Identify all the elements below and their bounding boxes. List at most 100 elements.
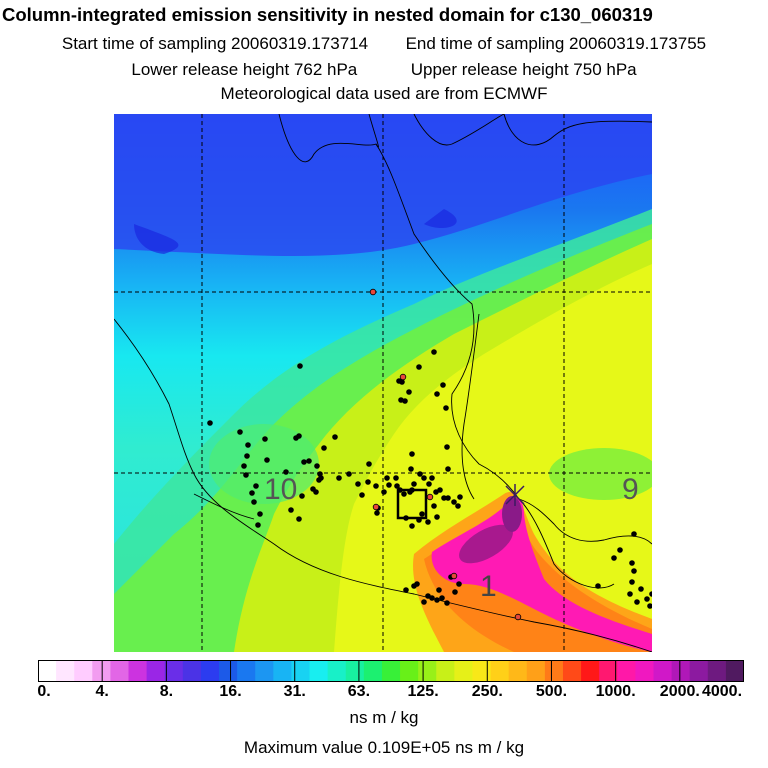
colorbar-cell bbox=[110, 660, 130, 682]
trajectory-point bbox=[409, 523, 415, 529]
trajectory-point bbox=[299, 493, 305, 499]
highlighted-point bbox=[426, 493, 434, 501]
colorbar-tick-label: 125. bbox=[407, 683, 439, 700]
colorbar-cell bbox=[182, 660, 202, 682]
colorbar-cell bbox=[164, 660, 184, 682]
trajectory-point bbox=[244, 453, 250, 459]
field-green-patch-east bbox=[549, 448, 652, 500]
trajectory-point bbox=[243, 472, 249, 478]
trajectory-point bbox=[421, 599, 427, 605]
maximum-value: Maximum value 0.109E+05 ns m / kg bbox=[243, 738, 525, 757]
colorbar-cell bbox=[526, 660, 546, 682]
trajectory-point bbox=[237, 429, 243, 435]
trajectory-point bbox=[355, 481, 361, 487]
met-data-source: Meteorological data used are from ECMWF bbox=[220, 84, 548, 103]
highlighted-point bbox=[399, 373, 407, 381]
trajectory-point bbox=[444, 600, 450, 606]
trajectory-point bbox=[409, 451, 415, 457]
colorbar-cell bbox=[436, 660, 455, 682]
trajectory-point bbox=[336, 475, 342, 481]
trajectory-point bbox=[627, 591, 633, 597]
colorbar-cell bbox=[56, 660, 75, 682]
trajectory-point bbox=[441, 495, 447, 501]
trajectory-point bbox=[457, 494, 463, 500]
trajectory-point bbox=[253, 483, 259, 489]
trajectory-point bbox=[431, 349, 437, 355]
colorbar-cell bbox=[237, 660, 256, 682]
trajectory-point bbox=[426, 481, 432, 487]
trajectory-point bbox=[445, 495, 451, 501]
colorbar-tick-label: 63. bbox=[347, 683, 371, 700]
trajectory-point bbox=[313, 489, 319, 495]
trajectory-point bbox=[408, 466, 414, 472]
trajectory-point bbox=[647, 603, 652, 609]
colorbar-cell bbox=[617, 660, 636, 682]
sampling-times: Start time of sampling 20060319.173714 E… bbox=[0, 34, 768, 54]
colorbar-tick-label: 4. bbox=[95, 683, 109, 700]
colorbar bbox=[38, 660, 744, 682]
colorbar-cell bbox=[472, 660, 492, 682]
trajectory-point bbox=[241, 463, 247, 469]
trajectory-point bbox=[249, 490, 255, 496]
cluster-label-10: 10 bbox=[264, 473, 297, 506]
trajectory-point bbox=[332, 434, 338, 440]
trajectory-point bbox=[634, 599, 640, 605]
trajectory-points bbox=[207, 288, 652, 621]
cluster-label-9: 9 bbox=[622, 473, 639, 506]
field-deep-blue-patches bbox=[134, 209, 457, 254]
trajectory-point bbox=[403, 587, 409, 593]
colorbar-tick-label: 1000. bbox=[595, 683, 636, 700]
colorbar-tick-label: 31. bbox=[283, 683, 306, 700]
trajectory-point bbox=[301, 459, 307, 465]
trajectory-point bbox=[439, 595, 445, 601]
trajectory-point bbox=[644, 596, 650, 602]
trajectory-point bbox=[394, 483, 400, 489]
trajectory-point bbox=[346, 471, 352, 477]
colorbar-cell bbox=[490, 660, 510, 682]
coastlines bbox=[114, 114, 652, 652]
trajectory-point bbox=[417, 471, 423, 477]
trajectory-point bbox=[296, 516, 302, 522]
colorbar-cell bbox=[653, 660, 673, 682]
station-star-marker bbox=[505, 484, 525, 506]
colorbar-cell bbox=[309, 660, 329, 682]
trajectory-point bbox=[443, 405, 449, 411]
colorbar-tick-label: 250. bbox=[471, 683, 503, 700]
colorbar-cell bbox=[128, 660, 148, 682]
trajectory-point bbox=[374, 510, 380, 516]
trajectory-point bbox=[411, 481, 417, 487]
colorbar-cell bbox=[400, 660, 419, 682]
lower-release-height: Lower release height 762 hPa bbox=[131, 60, 358, 79]
colorbar-cell bbox=[562, 660, 582, 682]
trajectory-point bbox=[451, 499, 457, 505]
colorbar-tick-label: 8. bbox=[159, 683, 174, 700]
colorbar-cell bbox=[92, 660, 111, 682]
colorbar-cell bbox=[689, 660, 709, 682]
trajectory-point bbox=[431, 503, 437, 509]
trajectory-point bbox=[419, 511, 425, 517]
trajectory-point bbox=[629, 579, 635, 585]
highlighted-point bbox=[372, 503, 380, 511]
trajectory-point bbox=[434, 514, 440, 520]
colorbar-cell bbox=[363, 660, 383, 682]
trajectory-point bbox=[649, 591, 652, 597]
colorbar-cell bbox=[219, 660, 238, 682]
colorbar-cell bbox=[599, 660, 618, 682]
trajectory-point bbox=[452, 589, 458, 595]
colorbar-tick-label: 0. bbox=[37, 683, 51, 700]
trajectory-point bbox=[401, 491, 407, 497]
trajectory-point bbox=[631, 568, 637, 574]
trajectory-point bbox=[403, 515, 409, 521]
trajectory-point bbox=[402, 398, 408, 404]
highlighted-point bbox=[514, 613, 522, 621]
trajectory-point bbox=[314, 463, 320, 469]
trajectory-point bbox=[425, 519, 431, 525]
trajectory-point bbox=[381, 489, 387, 495]
colorbar-cell bbox=[454, 660, 473, 682]
lat-lon-grid bbox=[114, 114, 652, 652]
colorbar-cell bbox=[544, 660, 564, 682]
trajectory-point bbox=[257, 511, 263, 517]
colorbar-cell bbox=[345, 660, 365, 682]
trajectory-point bbox=[409, 487, 415, 493]
sensitivity-map: 10 9 1 bbox=[114, 114, 652, 652]
